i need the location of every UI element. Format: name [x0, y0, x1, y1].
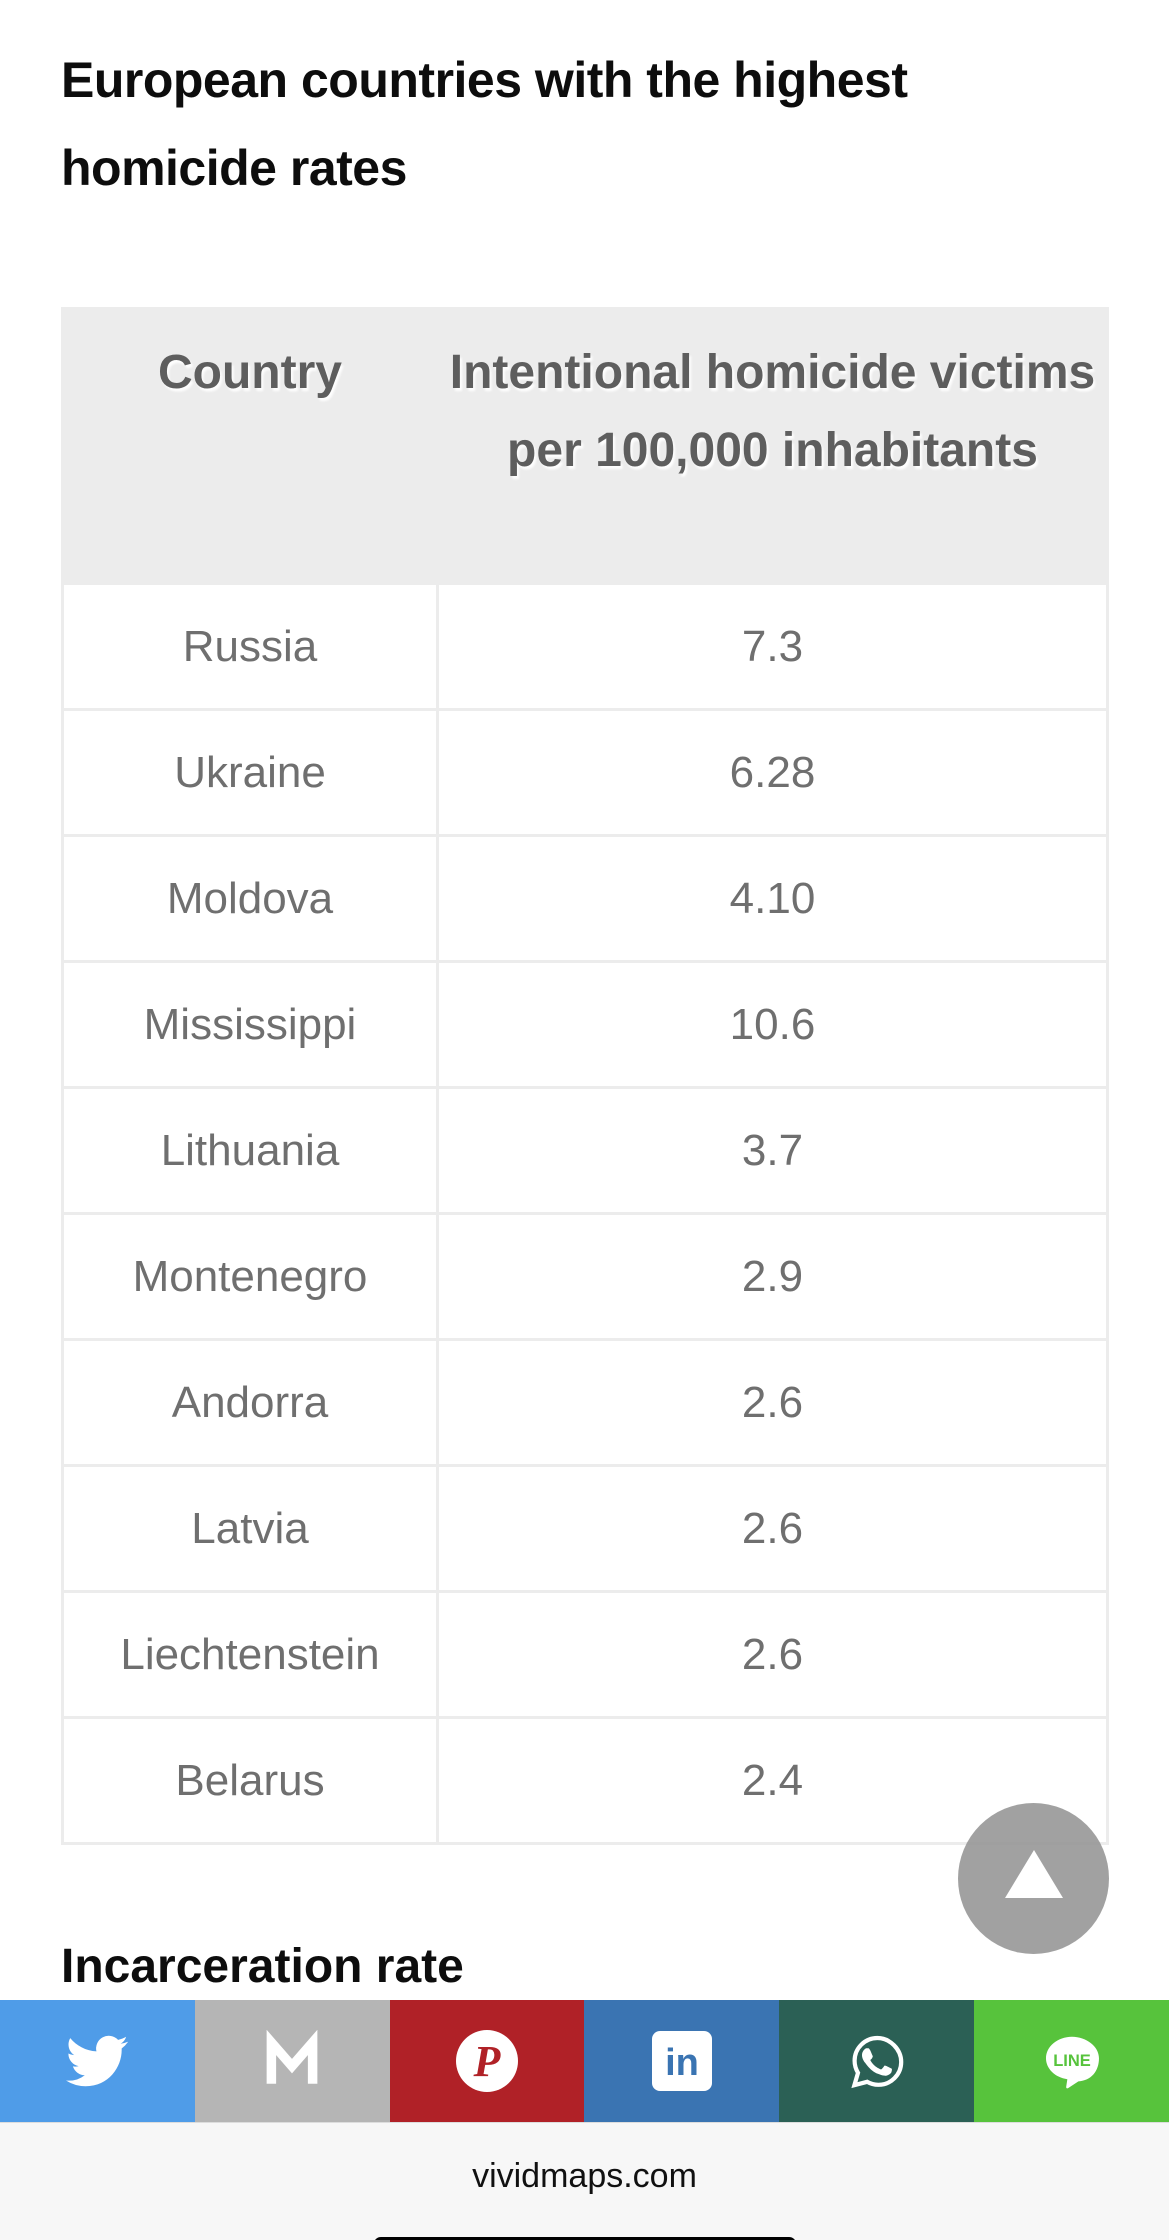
country-cell: Liechtenstein: [61, 1590, 439, 1719]
table-row: Andorra 2.6: [61, 1338, 1109, 1467]
webpage-content: European countries with the highest homi…: [0, 36, 1169, 1996]
country-cell: Belarus: [61, 1716, 439, 1845]
country-cell: Mississippi: [61, 960, 439, 1089]
table-row: Montenegro 2.9: [61, 1212, 1109, 1341]
value-cell: 2.9: [436, 1212, 1109, 1341]
table-row: Latvia 2.6: [61, 1464, 1109, 1593]
twitter-icon: [66, 2035, 129, 2087]
share-line-button[interactable]: LINE: [974, 2000, 1169, 2122]
value-cell: 10.6: [436, 960, 1109, 1089]
line-icon: LINE: [1045, 2036, 1099, 2089]
table-header: Country Intentional homicide victims per…: [61, 307, 1109, 585]
up-arrow-icon: [1004, 1850, 1063, 1898]
table-row: Belarus 2.4: [61, 1716, 1109, 1845]
address-bar-url[interactable]: vividmaps.com: [472, 2157, 697, 2195]
share-twitter-button[interactable]: [0, 2000, 195, 2122]
share-whatsapp-button[interactable]: [779, 2000, 975, 2122]
pinterest-p-glyph: P: [473, 2037, 502, 2086]
value-cell: 2.6: [436, 1590, 1109, 1719]
country-cell: Andorra: [61, 1338, 439, 1467]
whatsapp-icon: [851, 2035, 904, 2089]
value-cell: 6.28: [436, 708, 1109, 837]
social-share-bar: P in LINE: [0, 2000, 1169, 2122]
country-cell: Russia: [61, 582, 439, 711]
table-row: Moldova 4.10: [61, 834, 1109, 963]
country-cell: Lithuania: [61, 1086, 439, 1215]
share-gmail-button[interactable]: [194, 2000, 390, 2122]
value-cell: 2.6: [436, 1464, 1109, 1593]
page-title: European countries with the highest homi…: [61, 52, 908, 196]
pinterest-icon: P: [456, 2030, 519, 2092]
line-label-glyph: LINE: [1053, 2052, 1091, 2070]
column-header-country: Country: [61, 307, 439, 585]
table-header-row: Country Intentional homicide victims per…: [61, 307, 1109, 585]
share-linkedin-button[interactable]: in: [584, 2000, 780, 2122]
table-row: Russia 7.3: [61, 582, 1109, 711]
value-cell: 7.3: [436, 582, 1109, 711]
next-section-title: Incarceration rate: [61, 1940, 464, 1993]
table-row: Liechtenstein 2.6: [61, 1590, 1109, 1719]
table-row: Ukraine 6.28: [61, 708, 1109, 837]
country-cell: Montenegro: [61, 1212, 439, 1341]
table-row: Lithuania 3.7: [61, 1086, 1109, 1215]
table-row: Mississippi 10.6: [61, 960, 1109, 1089]
homicide-rate-table: Country Intentional homicide victims per…: [61, 307, 1109, 1845]
gmail-icon: [266, 2030, 318, 2084]
home-indicator[interactable]: [373, 2237, 796, 2240]
linkedin-icon: in: [651, 2031, 712, 2091]
browser-bottom-bar: vividmaps.com: [0, 2122, 1169, 2240]
country-cell: Ukraine: [61, 708, 439, 837]
share-pinterest-button[interactable]: P: [389, 2000, 585, 2122]
value-cell: 2.4: [436, 1716, 1109, 1845]
column-header-rate: Intentional homicide victims per 100,000…: [436, 307, 1109, 585]
value-cell: 4.10: [436, 834, 1109, 963]
value-cell: 2.6: [436, 1338, 1109, 1467]
value-cell: 3.7: [436, 1086, 1109, 1215]
country-cell: Moldova: [61, 834, 439, 963]
table-body: Russia 7.3 Ukraine 6.28 Moldova 4.10 Mis…: [61, 582, 1109, 1845]
country-cell: Latvia: [61, 1464, 439, 1593]
linkedin-in-glyph: in: [665, 2042, 699, 2084]
scroll-to-top-button[interactable]: [958, 1803, 1109, 1954]
